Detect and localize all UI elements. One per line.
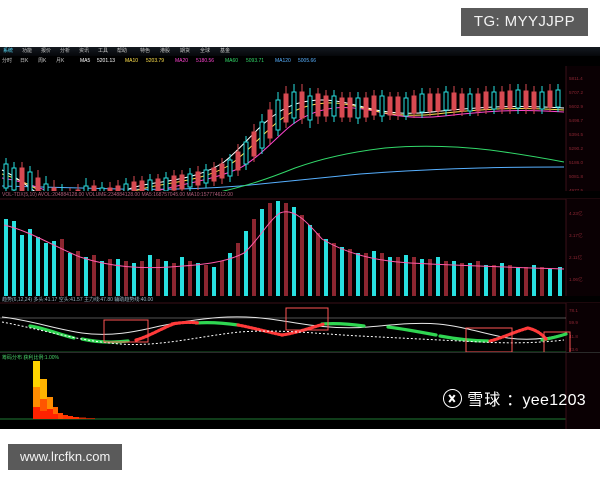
info-item-3: 月K	[56, 58, 65, 64]
menu-item-3[interactable]: 分析	[60, 48, 71, 54]
volume-bars	[4, 201, 562, 296]
osc-bear-bands	[134, 320, 548, 343]
volume-svg: 4.23亿 3.17亿 2.11亿 1.06亿	[0, 191, 600, 296]
svg-text:5394.5: 5394.5	[569, 132, 583, 137]
menu-item-1[interactable]: 功能	[22, 48, 33, 54]
xueqiu-brand-label: 雪球	[467, 390, 502, 409]
oscillator-pane[interactable]: 趋势(6,12,24) 多头:41.17 空头:41.57 主力线:47.80 …	[0, 296, 600, 356]
volume-pane-header: VOL-TDX(5,10) AVOL:204884128.00 VOLUME:2…	[2, 192, 233, 198]
menu-item-4[interactable]: 资讯	[79, 48, 90, 54]
svg-text:3.17亿: 3.17亿	[569, 232, 583, 239]
info-item-11: 5093.71	[246, 58, 265, 64]
trading-terminal[interactable]: 系统 功能 报价 分析 资讯 工具 帮助 特色 港股 期货 全球 基金 分时 日…	[0, 47, 600, 429]
volume-axis-labels: 4.23亿 3.17亿 2.11亿 1.06亿	[569, 210, 583, 283]
info-item-13: 5005.66	[298, 58, 317, 64]
menu-item-2[interactable]: 报价	[41, 48, 52, 54]
annotation-box-1	[103, 319, 149, 343]
xueqiu-watermark: 雪球 ：yee1203	[443, 386, 586, 410]
menu-item-8[interactable]: 港股	[160, 48, 171, 54]
info-item-1: 日K	[20, 58, 29, 64]
svg-text:5081.8: 5081.8	[569, 174, 583, 179]
info-item-6: MA10	[125, 58, 139, 64]
svg-text:78.1: 78.1	[569, 308, 578, 313]
volume-ma-line	[3, 211, 565, 270]
info-item-0: 分时	[2, 58, 13, 64]
menu-item-9[interactable]: 期货	[180, 48, 191, 54]
info-item-9: 5180.56	[196, 58, 215, 64]
info-item-7: 5203.79	[146, 58, 165, 64]
oscillator-axis-labels: 78.1 59.9 41.8 23.6	[569, 308, 578, 352]
candle-group-right	[411, 84, 561, 118]
info-item-4: MA5	[80, 58, 91, 64]
svg-text:5811.4: 5811.4	[569, 76, 583, 81]
svg-text:5186.0: 5186.0	[569, 160, 583, 165]
svg-text:5602.9: 5602.9	[569, 104, 583, 109]
svg-text:59.9: 59.9	[569, 320, 578, 325]
svg-text:41.8: 41.8	[569, 334, 578, 339]
svg-text:23.6: 23.6	[569, 347, 578, 352]
xueqiu-logo-icon	[443, 388, 463, 408]
svg-text:5498.7: 5498.7	[569, 118, 583, 123]
candle-group-rally	[219, 84, 409, 184]
svg-text:4.23亿: 4.23亿	[569, 210, 583, 217]
menu-item-6[interactable]: 帮助	[117, 48, 128, 54]
menu-item-11[interactable]: 基金	[220, 48, 231, 54]
info-item-10: MA60	[225, 58, 239, 64]
ma120-line	[1, 166, 565, 190]
info-item-2: 周K	[38, 58, 47, 64]
menu-item-7[interactable]: 特色	[140, 48, 151, 54]
xueqiu-username-label: ：yee1203	[506, 392, 586, 409]
svg-text:1.06亿: 1.06亿	[569, 276, 583, 283]
menu-item-0[interactable]: 系统	[3, 48, 14, 54]
volume-pane[interactable]: VOL-TDX(5,10) AVOL:204884128.00 VOLUME:2…	[0, 191, 600, 296]
annotation-box-2	[285, 307, 329, 331]
info-item-12: MA120	[275, 58, 291, 64]
chip-svg	[0, 353, 600, 429]
info-item-8: MA20	[175, 58, 189, 64]
ma-readout-bar: 分时 日K 周K 月K MA5 5201.13 MA10 5203.79 MA2…	[0, 56, 600, 66]
osc-white-line	[1, 316, 565, 340]
menu-item-5[interactable]: 工具	[98, 48, 109, 54]
svg-text:5290.2: 5290.2	[569, 146, 583, 151]
source-url-badge: www.lrcfkn.com	[8, 444, 123, 470]
tag-badge: TG: MYYJJPP	[460, 8, 588, 36]
chip-histogram	[33, 361, 95, 419]
info-item-5: 5201.13	[97, 58, 116, 64]
oscillator-svg: 78.1 59.9 41.8 23.6	[0, 296, 600, 356]
menu-item-10[interactable]: 全球	[200, 48, 211, 54]
chip-pane-header: 筹码分布 获利比例:1.00%	[2, 355, 59, 361]
chip-distribution-pane[interactable]: 筹码分布 获利比例:1.00%	[0, 352, 600, 429]
svg-text:4977.5: 4977.5	[569, 188, 583, 193]
svg-text:2.11亿: 2.11亿	[569, 254, 583, 261]
oscillator-pane-header: 趋势(6,12,24) 多头:41.17 空头:41.57 主力线:47.80 …	[2, 297, 154, 303]
svg-text:5707.2: 5707.2	[569, 90, 583, 95]
